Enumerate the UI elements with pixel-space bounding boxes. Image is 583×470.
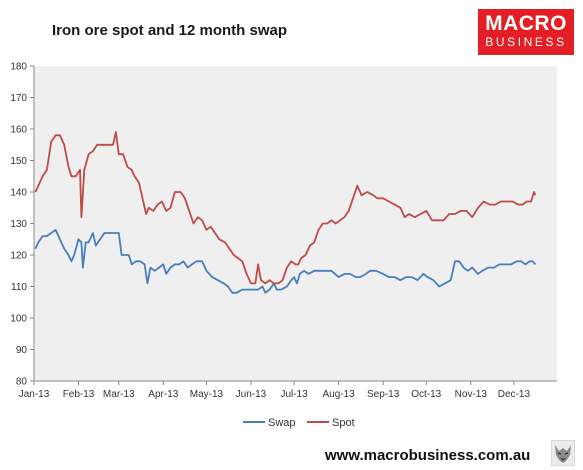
- x-tick-label: Nov-13: [455, 389, 488, 400]
- y-tick-label: 120: [10, 251, 27, 262]
- x-tick-label: Feb-13: [63, 389, 95, 400]
- wolf-icon: [551, 440, 575, 466]
- macrobusiness-logo: MACRO BUSINESS: [478, 9, 574, 55]
- axes: 80 90 100 110 120 130 140 150 160 170 180 Jan-13 Feb…: [10, 62, 557, 400]
- x-tick-label: Aug-13: [322, 389, 355, 400]
- y-tick-label: 110: [11, 282, 27, 293]
- plot-area: [34, 66, 557, 381]
- series-line-swap: [34, 228, 537, 294]
- footer-url: www.macrobusiness.com.au: [325, 447, 531, 464]
- x-tick-label: Oct-13: [411, 389, 441, 400]
- x-tick-label: Mar-13: [103, 389, 135, 400]
- x-tick-label: Apr-13: [148, 389, 178, 400]
- legend: Swap Spot: [243, 417, 355, 429]
- y-tick-label: 90: [16, 345, 28, 356]
- series-group: [34, 131, 537, 294]
- x-tick-label: Jan-13: [19, 389, 50, 400]
- x-tick-label: Jun-13: [236, 389, 267, 400]
- logo-line-1: MACRO: [485, 12, 567, 35]
- x-tick-label: Dec-13: [498, 389, 531, 400]
- series-line-spot: [34, 131, 537, 285]
- y-tick-label: 80: [16, 377, 28, 388]
- y-tick-label: 150: [10, 156, 27, 167]
- y-tick-label: 140: [10, 188, 27, 199]
- x-tick-label: Jul-13: [280, 389, 308, 400]
- line-chart: 80 90 100 110 120 130 140 150 160 170 180 Jan-13 Feb…: [10, 62, 557, 429]
- y-tick-label: 100: [10, 314, 27, 325]
- x-tick-label: May-13: [190, 389, 224, 400]
- legend-label-spot: Spot: [332, 417, 355, 429]
- y-tick-label: 170: [10, 93, 27, 104]
- y-tick-label: 130: [10, 219, 27, 230]
- logo-line-2: BUSINESS: [485, 35, 567, 49]
- x-tick-label: Sep-13: [367, 389, 400, 400]
- y-tick-label: 180: [10, 62, 27, 73]
- legend-label-swap: Swap: [268, 417, 296, 429]
- y-tick-label: 160: [10, 125, 27, 136]
- chart-title: Iron ore spot and 12 month swap: [52, 22, 288, 39]
